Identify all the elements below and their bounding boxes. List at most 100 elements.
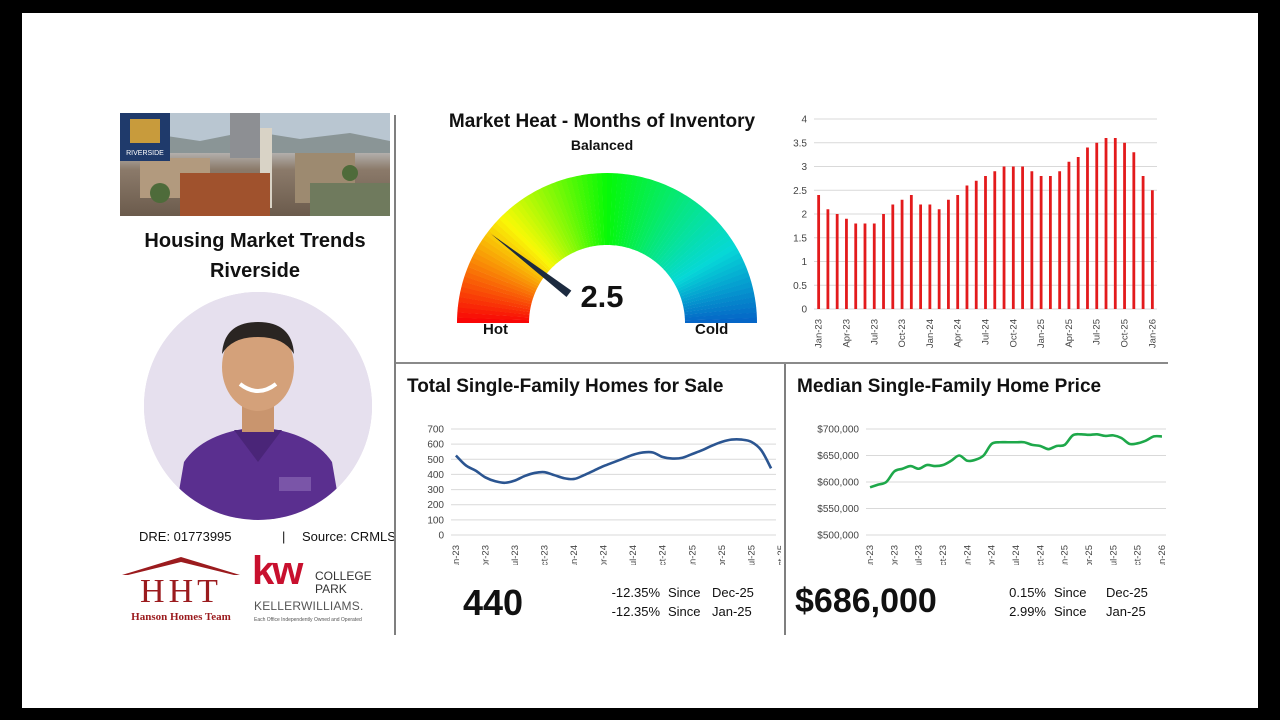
gauge-arc-segment: [680, 271, 750, 300]
x-tick-label: Jan-24: [962, 545, 973, 565]
bar: [1123, 142, 1126, 309]
bar: [1076, 157, 1080, 309]
gauge-arc-segment: [575, 175, 594, 247]
y-tick-label: $700,000: [817, 425, 859, 436]
x-tick-label: Jan-24: [569, 545, 580, 565]
gauge-arc-segment: [617, 174, 634, 247]
gauge-hot-label: Hot: [483, 321, 508, 338]
bar: [1150, 190, 1154, 309]
gauge-arc-segment: [683, 296, 756, 313]
stat-row: 0.15% Since Dec-25: [994, 585, 1156, 600]
stat-row: 2.99% Since Jan-25: [994, 604, 1156, 619]
stat-pct: 0.15%: [1009, 585, 1046, 600]
agent-avatar: [144, 292, 372, 520]
gauge-arc-segment: [684, 302, 757, 315]
x-tick-label: Jul-25: [1092, 319, 1103, 345]
gauge-arc-segment: [664, 222, 723, 273]
y-tick-label: $550,000: [817, 504, 859, 515]
bar: [1104, 138, 1108, 309]
bar: [1002, 166, 1006, 309]
x-tick-label: Jul-23: [510, 545, 521, 565]
hht-logo-text: HHT: [140, 573, 222, 610]
bar: [845, 218, 848, 309]
stat-row: -12.35% Since Dec-25: [602, 585, 762, 600]
divider-horizontal: [396, 362, 1168, 364]
bar: [882, 214, 885, 309]
x-tick-label: Jan-23: [814, 319, 825, 348]
y-tick-label: 100: [427, 515, 444, 526]
x-tick-label: Jan-25: [1060, 545, 1071, 565]
gauge-arc-segment: [684, 307, 757, 318]
gauge-arc-segment: [457, 317, 530, 323]
gauge-arc-segment: [682, 286, 754, 307]
bar: [947, 199, 950, 309]
y-tick-label: $650,000: [817, 451, 859, 462]
x-tick-label: Oct-24: [1035, 545, 1046, 565]
gauge-arc-segment: [461, 281, 533, 305]
gauge-arc-segment: [673, 243, 738, 285]
x-tick-label: Apr-23: [841, 319, 852, 348]
bar: [1011, 166, 1015, 309]
hht-logo: HHT Hanson Homes Team: [120, 555, 242, 627]
bar: [863, 223, 867, 309]
agent-portrait-illustration: [144, 292, 372, 520]
series-line: [869, 432, 1163, 489]
bar: [1113, 138, 1117, 309]
x-tick-label: Jul-23: [914, 545, 925, 565]
gauge-arc-segment: [545, 183, 578, 252]
bar: [835, 214, 839, 309]
kw-logo-mark: kw: [252, 549, 303, 593]
y-tick-label: 0.5: [793, 281, 807, 292]
gauge-arc-segment: [625, 177, 649, 249]
gauge-arc-segment: [623, 176, 644, 248]
bar: [854, 223, 858, 309]
gauge-arc-segment: [678, 261, 747, 294]
stat-period: Dec-25: [712, 585, 754, 600]
stat-pct: -12.35%: [611, 604, 660, 619]
x-tick-label: Jan-26: [1157, 545, 1168, 565]
x-tick-label: Jan-25: [1036, 319, 1047, 348]
bar: [872, 223, 876, 309]
gauge-arc-segment: [492, 222, 550, 273]
bar: [974, 180, 978, 309]
x-tick-label: Jan-26: [1147, 319, 1158, 348]
gauge-arc-segment: [648, 195, 692, 259]
stat-period: Jan-25: [1106, 604, 1146, 619]
gauge-arc-segment: [514, 201, 562, 262]
gauge-arc-segment: [601, 173, 608, 246]
gauge-arc-segment: [675, 252, 742, 289]
gauge-arc-segment: [506, 207, 557, 266]
homes-for-sale-value: 440: [463, 582, 524, 623]
kw-keller-williams: KELLERWILLIAMS.: [254, 599, 364, 613]
kw-logo: kw COLLEGE PARK KELLERWILLIAMS. Each Off…: [252, 549, 392, 629]
bar: [1039, 176, 1043, 309]
x-tick-label: Oct-23: [938, 545, 949, 565]
y-tick-label: 3.5: [793, 138, 807, 149]
x-tick-label: Oct-24: [1008, 319, 1019, 348]
y-tick-label: $500,000: [817, 531, 859, 542]
stat-period: Jan-25: [712, 604, 752, 619]
gauge-arc-segment: [683, 291, 755, 310]
gauge-arc-segment: [657, 208, 708, 266]
x-tick-label: Apr-24: [953, 319, 964, 348]
bar: [1048, 176, 1052, 309]
x-tick-label: Jan-23: [451, 545, 462, 565]
stat-pct: 2.99%: [1009, 604, 1046, 619]
x-tick-label: Apr-25: [1064, 319, 1075, 348]
gauge-arc-segment: [460, 286, 532, 307]
x-tick-label: Jul-24: [1011, 545, 1022, 565]
city-skyline-illustration: RIVERSIDE: [120, 113, 390, 216]
gauge-chart: [457, 173, 757, 323]
x-tick-label: Apr-23: [480, 545, 491, 565]
bar: [993, 171, 997, 309]
gauge-arc-segment: [628, 178, 654, 249]
x-tick-label: Oct-25: [1120, 319, 1131, 348]
y-tick-label: 3: [801, 162, 807, 173]
stat-row: -12.35% Since Jan-25: [602, 604, 762, 619]
bar: [909, 195, 913, 309]
kw-park: PARK: [315, 582, 347, 596]
gauge-arc-segment: [681, 276, 752, 302]
y-tick-label: 1: [801, 257, 807, 268]
gauge-arc-segment: [518, 198, 564, 260]
bar: [1086, 147, 1089, 309]
